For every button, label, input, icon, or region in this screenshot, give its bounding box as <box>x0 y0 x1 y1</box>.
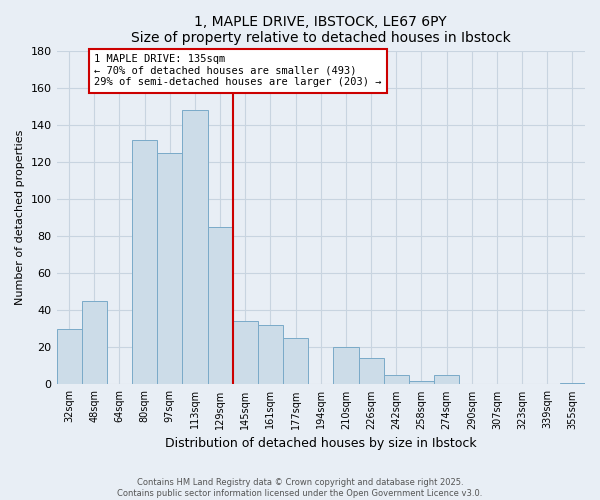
Bar <box>233 322 258 384</box>
Bar <box>182 110 208 384</box>
Bar <box>434 375 459 384</box>
Bar <box>157 152 182 384</box>
Bar <box>409 380 434 384</box>
Bar <box>258 325 283 384</box>
Bar <box>560 382 585 384</box>
Bar <box>132 140 157 384</box>
Bar <box>359 358 383 384</box>
Bar <box>334 348 359 385</box>
Bar <box>56 329 82 384</box>
Text: 1 MAPLE DRIVE: 135sqm
← 70% of detached houses are smaller (493)
29% of semi-det: 1 MAPLE DRIVE: 135sqm ← 70% of detached … <box>94 54 382 88</box>
Bar <box>208 227 233 384</box>
X-axis label: Distribution of detached houses by size in Ibstock: Distribution of detached houses by size … <box>165 437 476 450</box>
Bar <box>283 338 308 384</box>
Bar <box>383 375 409 384</box>
Bar <box>82 301 107 384</box>
Y-axis label: Number of detached properties: Number of detached properties <box>15 130 25 305</box>
Text: Contains HM Land Registry data © Crown copyright and database right 2025.
Contai: Contains HM Land Registry data © Crown c… <box>118 478 482 498</box>
Title: 1, MAPLE DRIVE, IBSTOCK, LE67 6PY
Size of property relative to detached houses i: 1, MAPLE DRIVE, IBSTOCK, LE67 6PY Size o… <box>131 15 511 45</box>
